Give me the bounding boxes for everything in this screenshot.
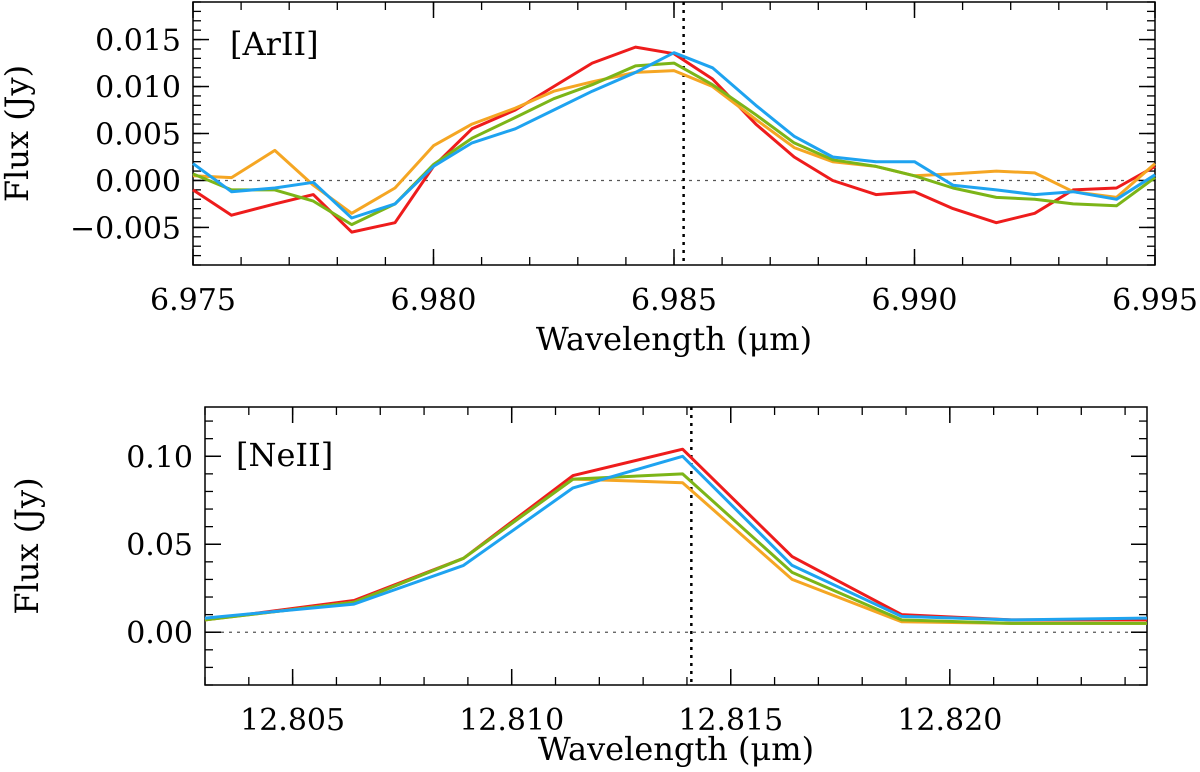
x-tick-label: 12.810 <box>459 703 564 738</box>
x-axis-label: Wavelength (μm) <box>538 730 814 768</box>
x-tick-label: 6.990 <box>872 283 958 318</box>
y-tick-label: 0.00 <box>126 616 193 651</box>
series-line-3 <box>192 61 1156 227</box>
y-tick-label: −0.005 <box>70 211 181 246</box>
x-tick-label: 6.985 <box>631 283 717 318</box>
x-tick-label: 12.820 <box>897 703 1002 738</box>
series-line-2 <box>192 69 1156 215</box>
y-tick-label: 0.10 <box>126 440 193 475</box>
x-tick-label: 6.995 <box>1112 283 1198 318</box>
plot-frame <box>192 1 1156 266</box>
y-axis-label: Flux (Jy) <box>8 477 46 614</box>
panel-neii: 12.805 12.810 12.815 12.820 0.00 0.05 0.10 Wave… <box>8 406 1148 768</box>
plot-frame <box>204 406 1148 686</box>
x-tick-label: 6.975 <box>150 283 236 318</box>
y-tick-label: 0.005 <box>95 118 181 153</box>
x-tick-label: 12.805 <box>240 703 345 738</box>
y-tick-label: 0.010 <box>95 71 181 106</box>
y-tick-label: 0.05 <box>126 528 193 563</box>
y-tick-label: 0.015 <box>95 24 181 59</box>
x-tick-label: 6.980 <box>391 283 477 318</box>
series-line-4 <box>192 51 1156 220</box>
x-axis-label: Wavelength (μm) <box>536 320 812 358</box>
y-tick-label: 0.000 <box>95 164 181 199</box>
y-axis-label: Flux (Jy) <box>0 65 36 202</box>
line-annotation: [ArII] <box>230 25 319 63</box>
line-annotation: [NeII] <box>236 436 333 474</box>
series-line-4 <box>204 454 1148 622</box>
x-tick-label: 12.815 <box>678 703 783 738</box>
panel-arii: 6.975 6.980 6.985 6.990 6.995 −0.005 0.000 0.00… <box>0 1 1198 358</box>
series-line-3 <box>204 472 1147 625</box>
